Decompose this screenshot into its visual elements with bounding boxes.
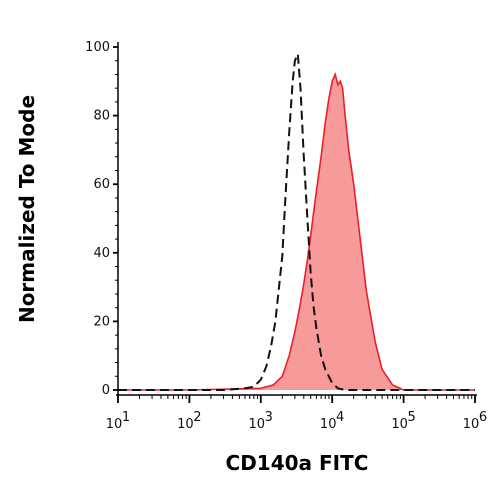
- x-tick-label: 10 5: [391, 410, 415, 432]
- x-tick-exponent: 2: [193, 410, 201, 425]
- y-axis-title: Normalized To Mode: [15, 95, 39, 323]
- y-tick-label: 0: [102, 383, 110, 398]
- x-tick-exponent: 5: [407, 410, 415, 425]
- series-0-area: [118, 74, 475, 391]
- x-tick-base: 10: [106, 417, 123, 432]
- x-tick-base: 10: [249, 417, 266, 432]
- series-layer: [118, 53, 475, 391]
- x-tick-exponent: 3: [265, 410, 273, 425]
- series-1-dashed-line: [118, 53, 475, 391]
- y-tick-label: 20: [93, 314, 110, 329]
- x-tick-label: 10 1: [106, 410, 130, 432]
- x-tick-base: 10: [391, 417, 408, 432]
- y-tick-label: 100: [85, 40, 110, 55]
- y-tick-label: 80: [93, 109, 110, 124]
- x-axis-title: CD140a FITC: [226, 451, 369, 475]
- y-tick-label: 60: [93, 177, 110, 192]
- x-tick-label: 10 4: [320, 410, 344, 432]
- x-tick-label: 10 6: [463, 410, 487, 432]
- series-0-outline: [118, 71, 475, 391]
- x-tick-base: 10: [320, 417, 337, 432]
- x-tick-label: 10 3: [249, 410, 273, 432]
- x-tick-exponent: 4: [336, 410, 344, 425]
- x-tick-base: 10: [463, 417, 480, 432]
- x-tick-exponent: 1: [122, 410, 130, 425]
- y-tick-label: 40: [93, 246, 110, 261]
- x-tick-base: 10: [177, 417, 194, 432]
- x-tick-label: 10 2: [177, 410, 201, 432]
- x-tick-exponent: 6: [479, 410, 487, 425]
